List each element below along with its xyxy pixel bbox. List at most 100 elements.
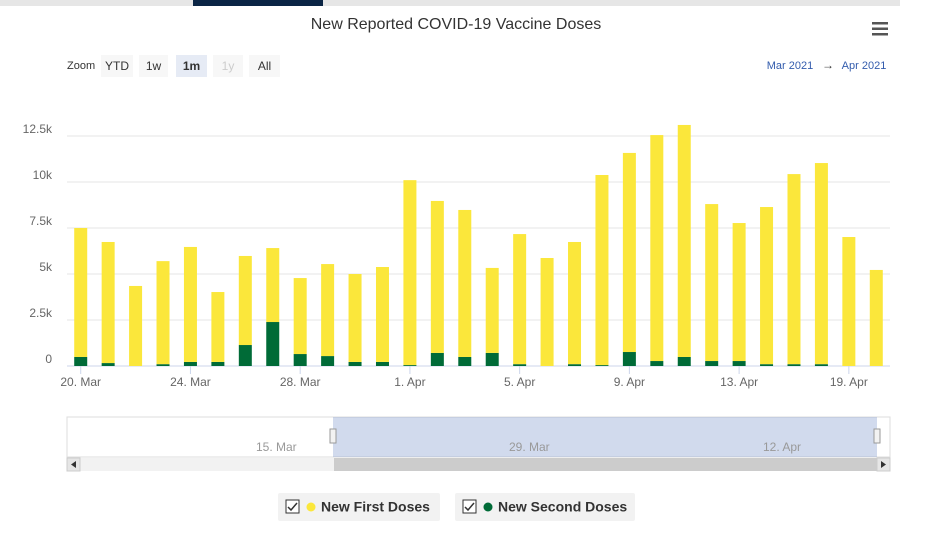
zoom-button-label: YTD bbox=[105, 59, 129, 73]
bar bbox=[211, 292, 225, 362]
menu-line bbox=[872, 22, 888, 25]
bar bbox=[403, 180, 417, 366]
navigator-handle[interactable] bbox=[329, 428, 337, 444]
navigator-handle[interactable] bbox=[873, 428, 881, 444]
bar bbox=[156, 261, 170, 365]
bar bbox=[513, 234, 527, 365]
legend-symbol bbox=[483, 502, 493, 512]
bar bbox=[814, 163, 828, 365]
arrow-icon bbox=[71, 461, 76, 468]
bar bbox=[650, 135, 664, 362]
x-tick-label: 1. Apr bbox=[394, 375, 425, 389]
bar bbox=[403, 365, 417, 366]
bar bbox=[266, 322, 280, 366]
bar bbox=[293, 354, 307, 366]
bar bbox=[677, 356, 691, 366]
bar bbox=[732, 223, 746, 362]
chart-title: New Reported COVID-19 Vaccine Doses bbox=[311, 16, 602, 33]
bar bbox=[622, 352, 636, 366]
scrollbar-thumb[interactable] bbox=[334, 458, 878, 471]
bar bbox=[211, 361, 225, 366]
bar bbox=[760, 364, 774, 366]
bar bbox=[156, 364, 170, 366]
bar bbox=[677, 124, 691, 357]
range-from[interactable]: Mar 2021 bbox=[767, 60, 813, 72]
bar bbox=[485, 352, 499, 366]
bar bbox=[129, 285, 143, 366]
bar bbox=[732, 361, 746, 366]
bar bbox=[101, 241, 115, 364]
bar bbox=[348, 361, 362, 366]
y-tick-label: 5k bbox=[39, 260, 53, 274]
bar bbox=[183, 246, 197, 362]
bar bbox=[595, 365, 609, 366]
bar bbox=[266, 248, 280, 323]
bar bbox=[74, 228, 88, 357]
bar bbox=[787, 174, 801, 365]
zoom-button[interactable] bbox=[101, 55, 133, 77]
y-tick-label: 10k bbox=[33, 168, 53, 182]
x-tick-label: 24. Mar bbox=[170, 375, 211, 389]
navigator-label: 12. Apr bbox=[763, 440, 801, 454]
legend-box bbox=[278, 493, 440, 521]
range-arrow: → bbox=[822, 58, 834, 72]
bar bbox=[650, 361, 664, 366]
bar bbox=[842, 237, 856, 366]
x-tick-label: 20. Mar bbox=[60, 375, 101, 389]
menu-icon[interactable] bbox=[872, 22, 888, 36]
bar bbox=[622, 152, 636, 353]
bar bbox=[705, 361, 719, 366]
zoom-button[interactable] bbox=[139, 55, 168, 77]
zoom-button-label: 1w bbox=[146, 59, 162, 73]
bar bbox=[568, 364, 582, 366]
y-tick-label: 7.5k bbox=[29, 214, 53, 228]
bar bbox=[321, 264, 335, 357]
bar bbox=[595, 175, 609, 366]
bar bbox=[705, 204, 719, 362]
zoom-button[interactable] bbox=[249, 55, 280, 77]
bar bbox=[101, 363, 115, 366]
bar bbox=[375, 267, 389, 362]
bar bbox=[787, 364, 801, 366]
legend-checkbox bbox=[285, 499, 300, 514]
bar bbox=[540, 257, 554, 366]
menu-line bbox=[872, 27, 888, 30]
bar bbox=[375, 361, 389, 366]
zoom-button-label: All bbox=[258, 59, 271, 73]
x-tick-label: 9. Apr bbox=[614, 375, 645, 389]
legend-item[interactable]: New First Doses bbox=[278, 493, 440, 521]
menu-line bbox=[872, 33, 888, 36]
range-to[interactable]: Apr 2021 bbox=[842, 60, 887, 72]
bar bbox=[183, 361, 197, 366]
top-strip bbox=[0, 0, 900, 6]
bar bbox=[568, 241, 582, 365]
bar bbox=[869, 269, 883, 366]
bar bbox=[238, 345, 252, 366]
zoom-button[interactable] bbox=[176, 55, 207, 77]
navigator-selection[interactable] bbox=[333, 417, 877, 457]
bar bbox=[458, 356, 472, 366]
x-tick-label: 13. Apr bbox=[720, 375, 758, 389]
bar bbox=[430, 200, 444, 353]
x-tick-label: 28. Mar bbox=[280, 375, 321, 389]
zoom-button-label: 1y bbox=[222, 59, 235, 73]
navigator-label: 29. Mar bbox=[509, 440, 550, 454]
y-tick-label: 0 bbox=[45, 352, 52, 366]
y-tick-label: 2.5k bbox=[29, 306, 53, 320]
x-tick-label: 5. Apr bbox=[504, 375, 535, 389]
bar bbox=[513, 364, 527, 366]
zoom-button bbox=[213, 55, 243, 77]
x-tick-label: 19. Apr bbox=[830, 375, 868, 389]
legend-symbol bbox=[306, 502, 316, 512]
legend-label: New Second Doses bbox=[498, 499, 627, 515]
arrow-icon bbox=[881, 461, 886, 468]
bar bbox=[293, 278, 307, 355]
navigator-label: 15. Mar bbox=[256, 440, 297, 454]
legend-item[interactable]: New Second Doses bbox=[455, 493, 635, 521]
y-tick-label: 12.5k bbox=[23, 122, 53, 136]
bar bbox=[74, 356, 88, 366]
bar bbox=[348, 274, 362, 362]
navigator bbox=[66, 416, 891, 458]
check-icon bbox=[464, 502, 475, 512]
